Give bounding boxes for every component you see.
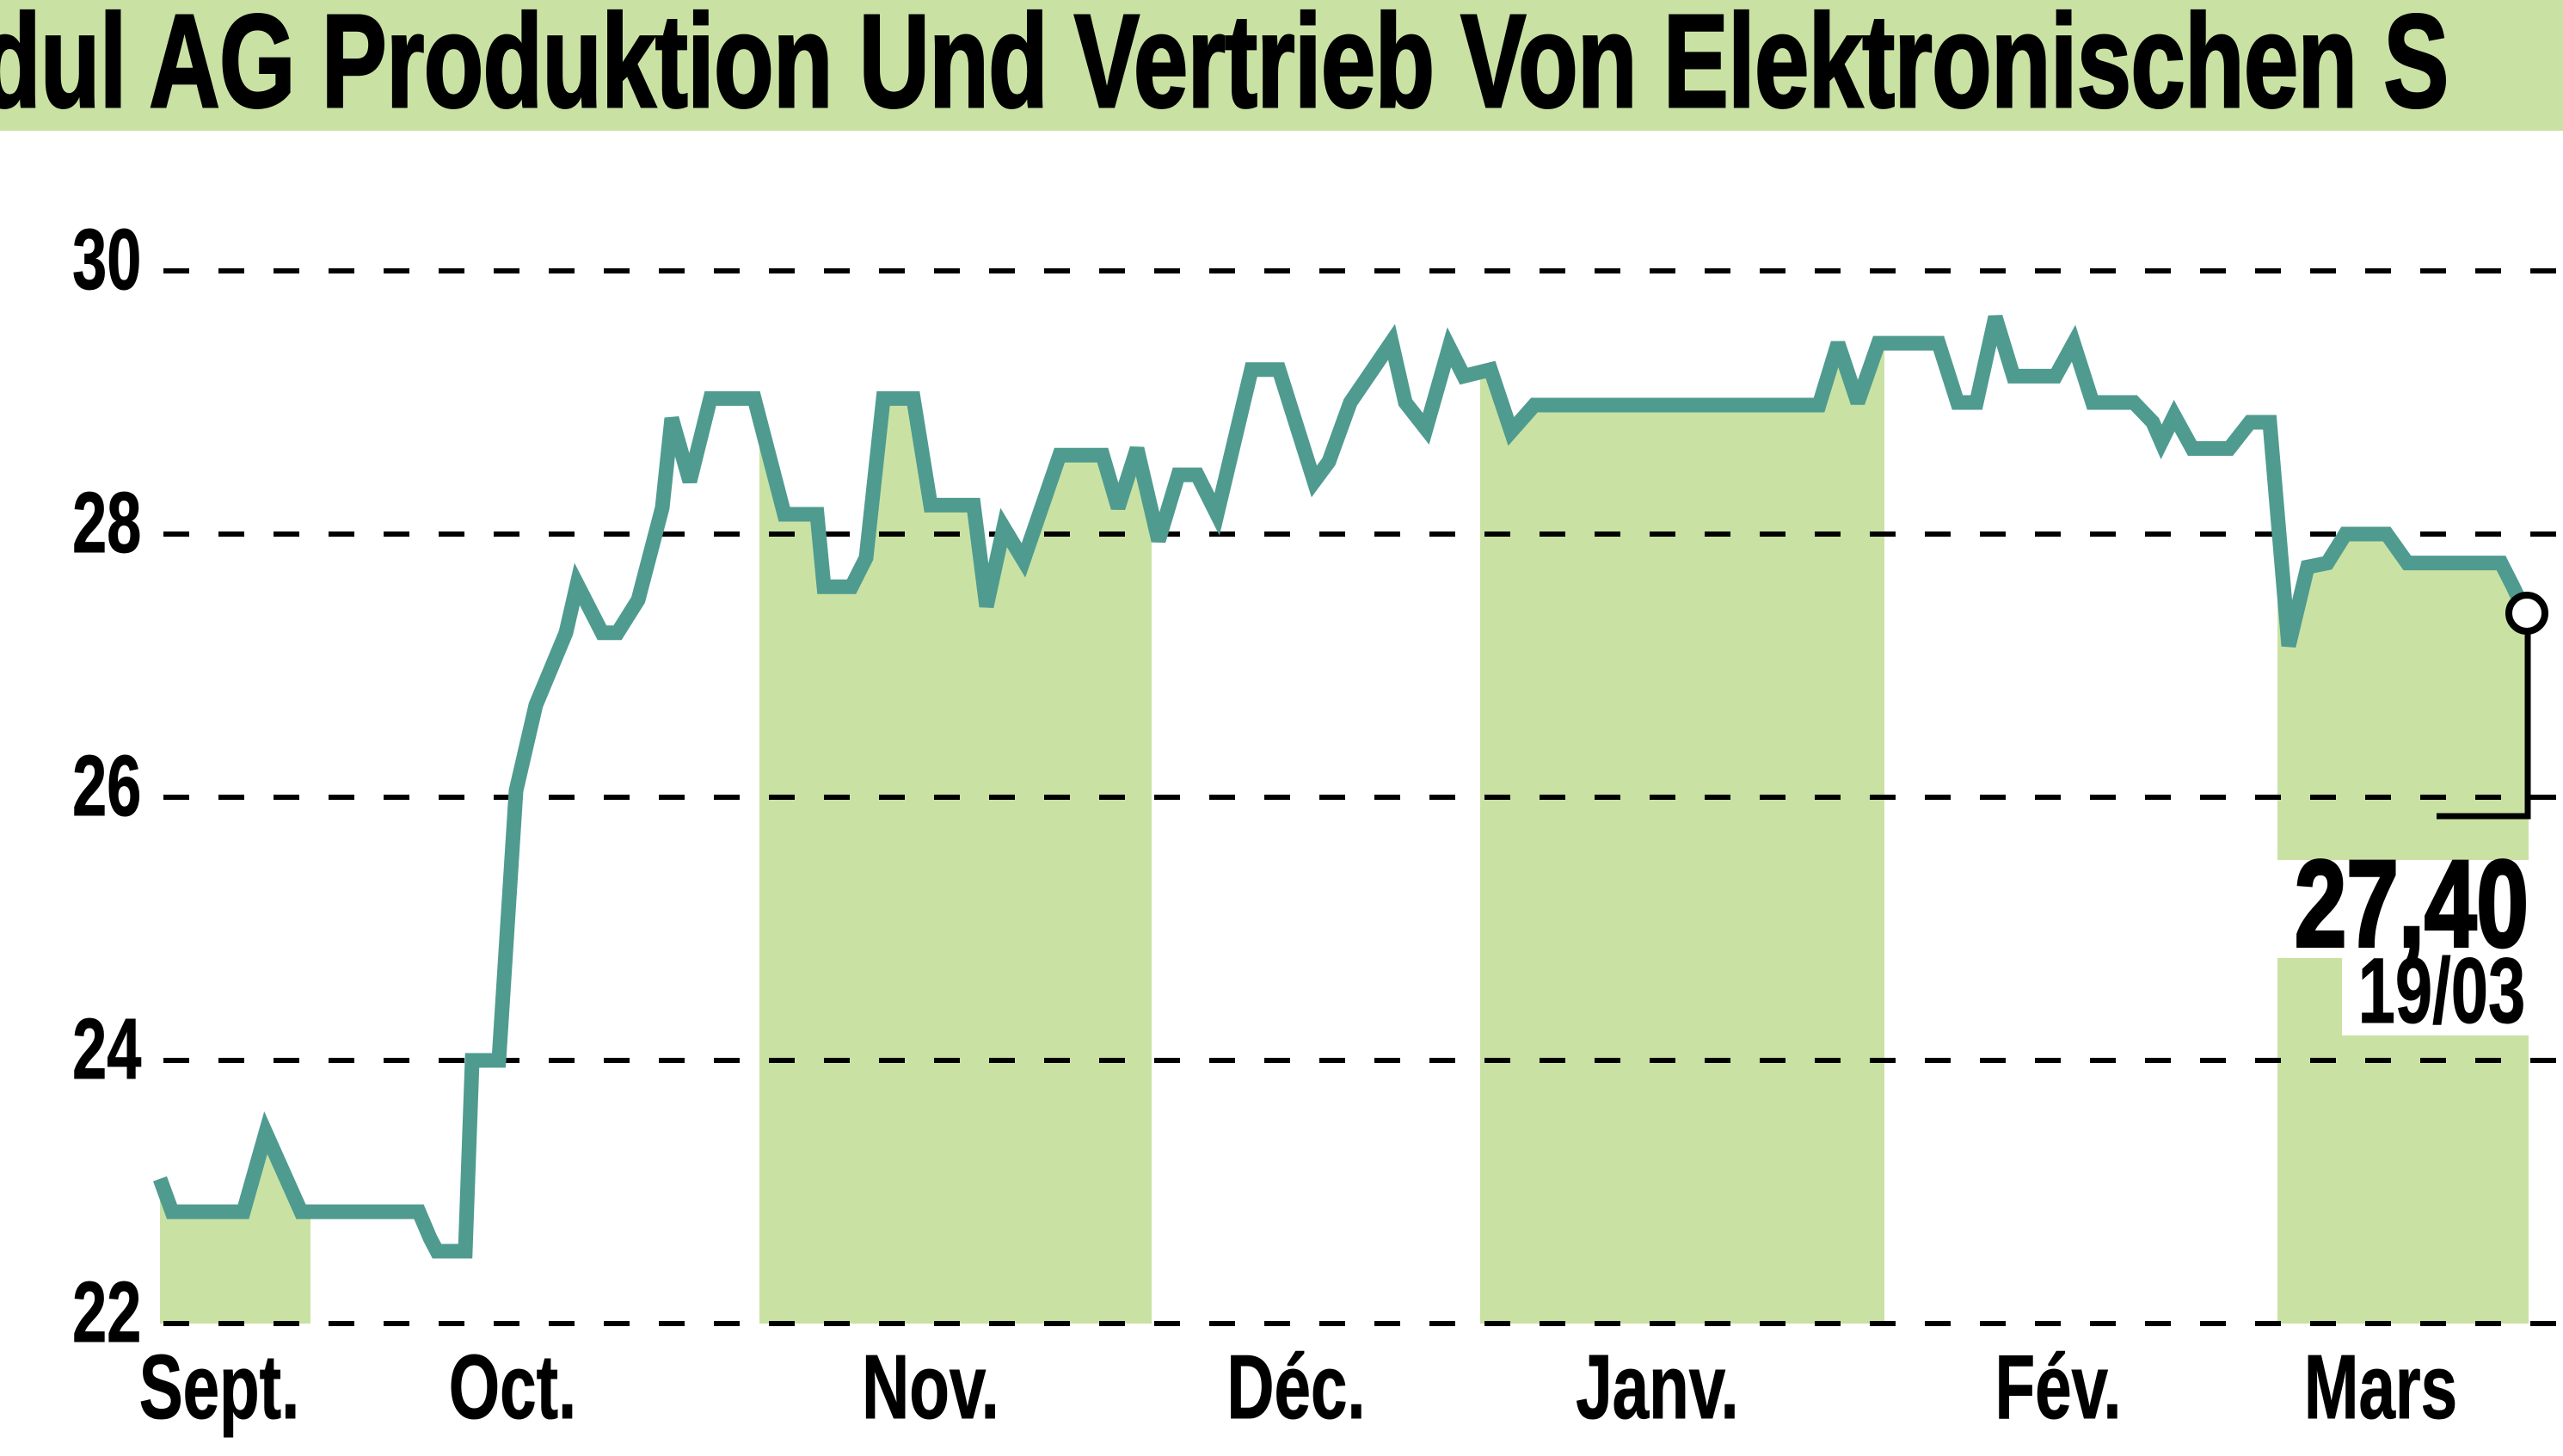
y-axis-label: 26 [72, 738, 142, 834]
last-price-label: 27,40 [2294, 836, 2530, 973]
price-line [153, 315, 2531, 1259]
date-label-box [2342, 953, 2563, 1035]
y-axis-label: 30 [72, 212, 142, 308]
y-axis-label: 22 [72, 1264, 142, 1361]
x-axis-label: Mars [2303, 1336, 2458, 1438]
last-price-marker [2505, 592, 2548, 635]
y-axis-label: 24 [72, 1001, 142, 1097]
shaded-month-band [160, 1133, 310, 1324]
x-axis-label: Oct. [448, 1336, 577, 1438]
chart-title: dul AG Produktion Und Vertrieb Von Elekt… [0, 0, 2449, 131]
callout-line [2437, 634, 2531, 820]
shaded-month-band [759, 398, 1152, 1324]
x-axis-label: Déc. [1226, 1336, 1366, 1438]
price-label-box [2275, 860, 2533, 958]
x-axis-label: Nov. [862, 1336, 999, 1438]
chart-title-bar: dul AG Produktion Und Vertrieb Von Elekt… [0, 0, 2563, 131]
last-date-label: 19/03 [2357, 938, 2525, 1042]
x-axis-label: Janv. [1576, 1336, 1739, 1438]
x-axis-label: Fév. [1994, 1336, 2122, 1438]
y-axis-label: 28 [72, 475, 142, 571]
x-axis-label: Sept. [138, 1336, 300, 1438]
shaded-month-band [1480, 343, 1884, 1324]
